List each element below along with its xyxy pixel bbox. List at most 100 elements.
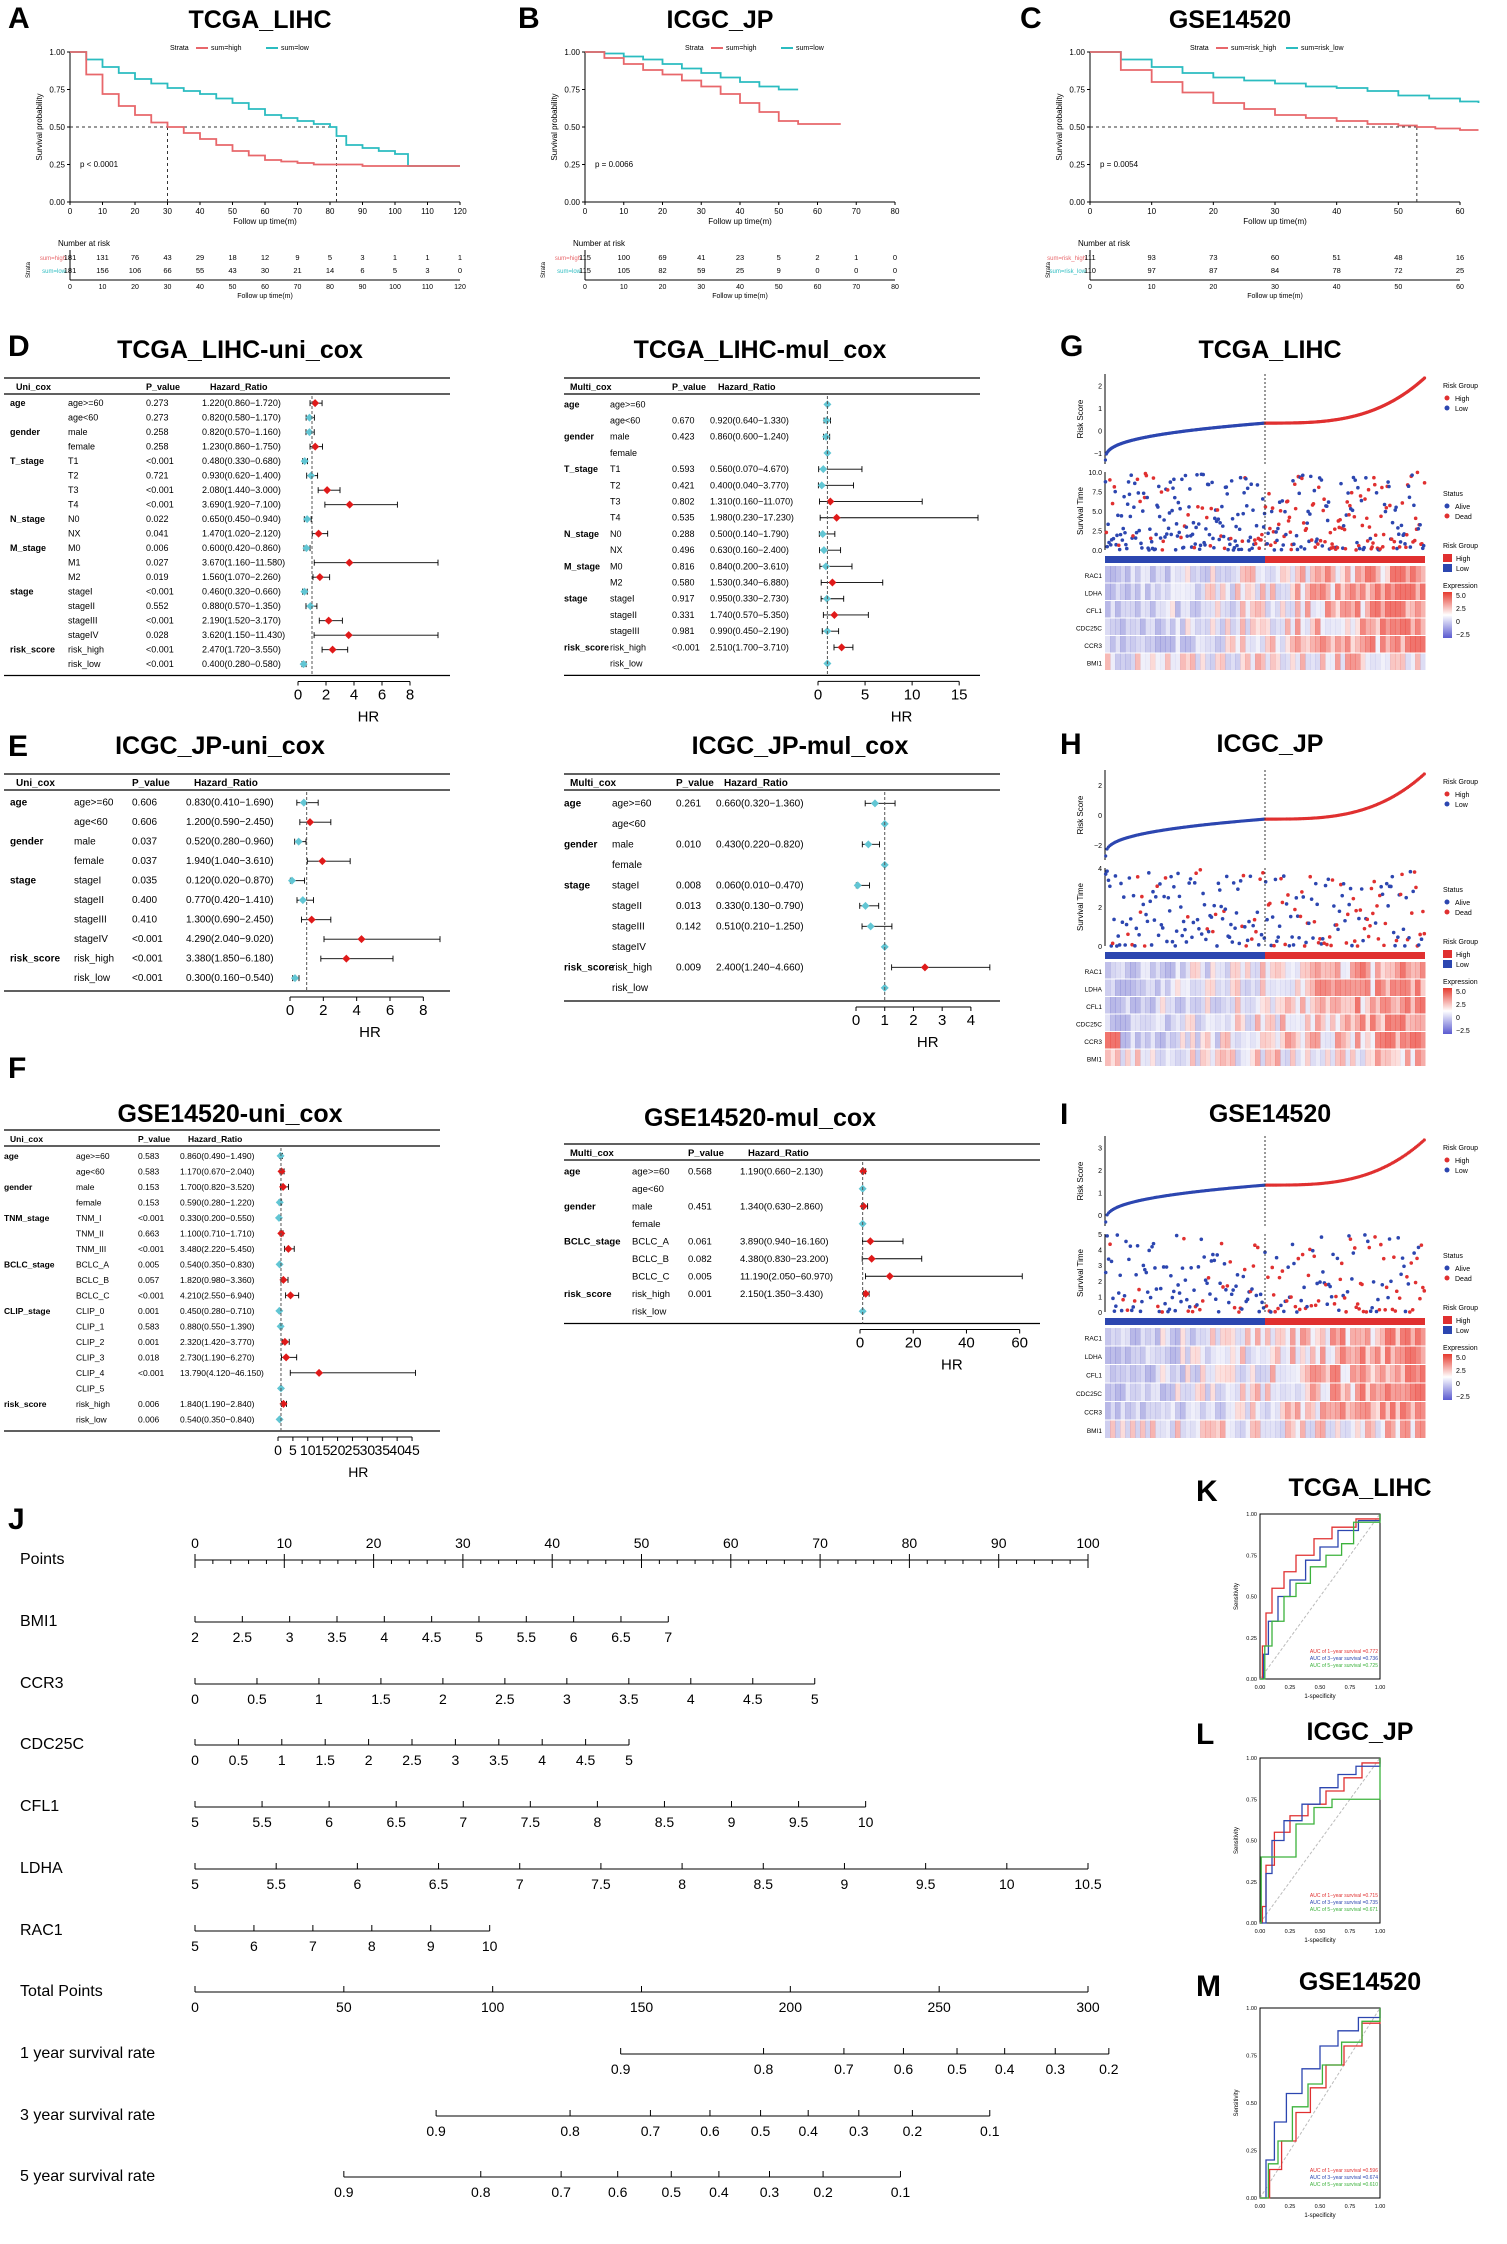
forest-x-tick-label: 15 (951, 686, 968, 703)
heatmap-cell (1385, 962, 1391, 979)
forest-variable-label: stageI (610, 594, 635, 604)
survival-point (1347, 513, 1351, 517)
heatmap-cell (1390, 997, 1396, 1014)
heatmap-cell (1260, 618, 1266, 635)
survival-point (1232, 1305, 1237, 1310)
nomogram-tick-label: 5 (625, 1752, 633, 1768)
km-pvalue: p = 0.0066 (595, 160, 634, 169)
heatmap-cell (1205, 618, 1211, 635)
km-risk-x-label: Follow up time(m) (1247, 293, 1303, 300)
km-risk-low-cell: 25 (1456, 266, 1464, 275)
survival-point (1318, 1280, 1322, 1284)
km-risk-row-high-label: sum=risk_high (1047, 256, 1086, 262)
forest-group-label: gender (564, 839, 597, 850)
forest-hr-value: 0.770(0.420−1.410) (186, 895, 274, 906)
roc-x-tick: 0.75 (1345, 1685, 1356, 1691)
heatmap-cell (1135, 1049, 1141, 1066)
km-risk-high-cell: 1 (425, 253, 429, 262)
heatmap-cell (1115, 997, 1121, 1014)
survival-point (1377, 1307, 1382, 1312)
heatmap-cell (1110, 1402, 1116, 1420)
km-x-tick-label: 0 (1088, 207, 1093, 216)
survival-point (1361, 1309, 1366, 1314)
forest-hr-value: 0.540(0.350−0.840) (180, 1414, 255, 1424)
survival-point (1335, 1256, 1340, 1261)
heatmap-cell (1315, 601, 1321, 618)
heatmap-cell (1410, 1049, 1416, 1066)
survival-point (1247, 919, 1251, 924)
heatmap-cell (1355, 1420, 1361, 1438)
survival-point (1140, 1299, 1144, 1304)
heatmap-cell (1140, 1032, 1146, 1049)
heatmap-cell (1350, 566, 1356, 583)
heatmap-cell (1415, 1365, 1421, 1383)
survival-point (1174, 522, 1179, 526)
forest-point (280, 1337, 289, 1346)
forest-variable-label: NX (610, 545, 623, 555)
heatmap-cell (1150, 1014, 1156, 1031)
survival-point (1372, 475, 1376, 480)
forest-pvalue: 0.663 (138, 1228, 160, 1238)
heatmap-cell (1190, 566, 1196, 583)
heatmap-cell (1280, 1346, 1286, 1364)
forest-x-tick-label: 2 (909, 1012, 917, 1029)
heatmap-cell (1305, 1328, 1311, 1346)
heatmap-cell (1325, 1383, 1331, 1401)
heatmap-cell (1330, 1383, 1336, 1401)
forest-variable-label: stageI (74, 876, 101, 887)
heatmap-cell (1365, 997, 1371, 1014)
heatmap-cell (1220, 1420, 1226, 1438)
heatmap-cell (1300, 997, 1306, 1014)
forest-variable-label: M2 (610, 578, 623, 588)
forest-pvalue: 0.010 (676, 839, 701, 850)
forest-group-label: gender (564, 432, 595, 442)
nomogram-tick-label: 5 (475, 1629, 483, 1645)
nomogram-tick-label: 0.3 (1046, 2061, 1066, 2077)
heatmap-cell (1270, 962, 1276, 979)
forest-head-pvalue: P_value (676, 778, 714, 789)
roc-x-tick: 0.25 (1285, 1929, 1296, 1935)
heatmap-cell (1245, 1420, 1251, 1438)
survival-point (1283, 942, 1287, 947)
panel-label-c: C (1020, 2, 1042, 35)
km-risk-row-high-label: sum=high (40, 256, 66, 262)
nomogram-row-label: Total Points (20, 1983, 103, 2000)
heatmap-cell (1175, 962, 1181, 979)
heatmap-cell (1175, 618, 1181, 635)
heatmap-cell (1290, 979, 1296, 996)
panel-label-b: B (518, 2, 540, 35)
heatmap-cell (1165, 636, 1171, 653)
heatmap-cell (1320, 1346, 1326, 1364)
heatmap-cell (1215, 1032, 1221, 1049)
heatmap-cell (1235, 1328, 1241, 1346)
survival-y-tick: 2.5 (1092, 529, 1102, 536)
survival-point (1419, 937, 1424, 942)
heatmap-cell (1420, 1420, 1426, 1438)
forest-head-pvalue: P_value (672, 382, 706, 392)
survival-point (1329, 943, 1333, 948)
heatmap-cell (1195, 1032, 1201, 1049)
heatmap-cell (1190, 583, 1196, 600)
nomogram-tick-label: 6 (353, 1876, 361, 1892)
heatmap-cell (1255, 601, 1261, 618)
heatmap-cell (1300, 1383, 1306, 1401)
heatmap-cell (1370, 1346, 1376, 1364)
heatmap-cell (1280, 1402, 1286, 1420)
heatmap-cell (1200, 1014, 1206, 1031)
heatmap-cell (1120, 1346, 1126, 1364)
heatmap-cell (1310, 636, 1316, 653)
forest-hr-value: 0.460(0.320−0.660) (202, 587, 281, 597)
heatmap-cell (1225, 962, 1231, 979)
forest-variable-label: risk_high (632, 1289, 670, 1300)
nomogram-tick-label: 0.8 (754, 2061, 774, 2077)
forest-point (315, 573, 324, 582)
forest-variable-label: age<60 (610, 416, 640, 426)
survival-point (1311, 501, 1316, 506)
forest-point (291, 974, 299, 983)
survival-point (1294, 896, 1299, 900)
heatmap-cell (1415, 566, 1421, 583)
nomogram-row-label: CDC25C (20, 1736, 84, 1753)
survival-point (1216, 1309, 1221, 1314)
forest-variable-label: male (76, 1182, 95, 1192)
heatmap-cell (1235, 601, 1241, 618)
